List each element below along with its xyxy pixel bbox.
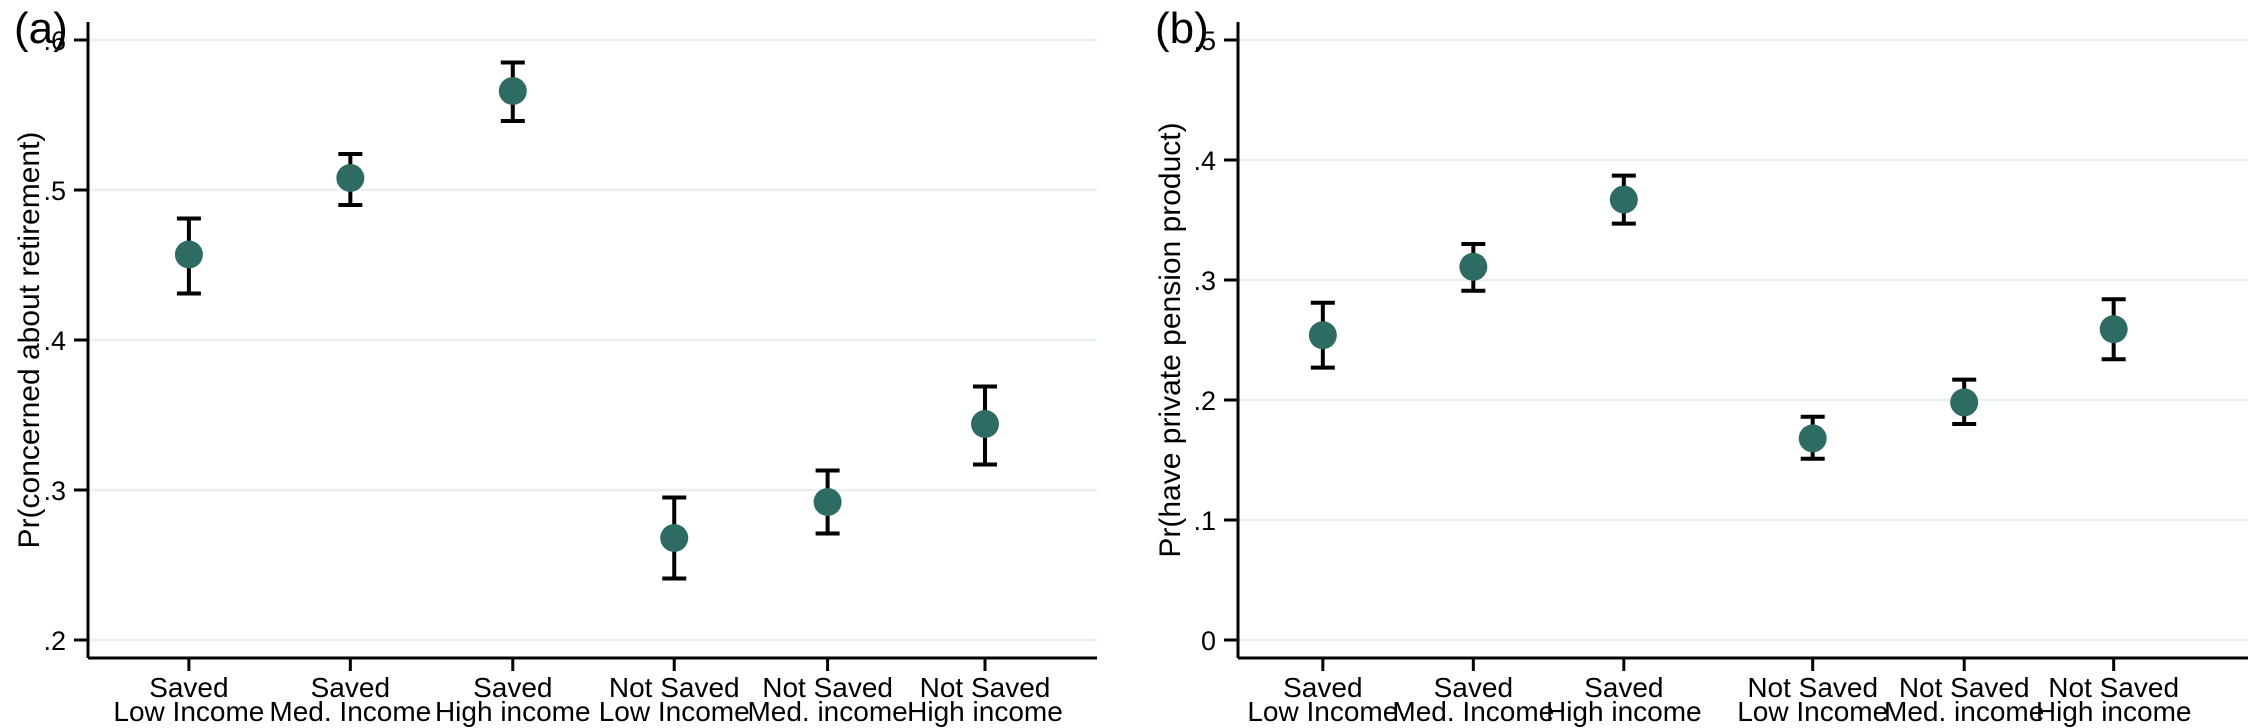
x-category-label-line2: Med. Income <box>1392 696 1554 727</box>
x-category-label-line1: Not Saved <box>609 672 740 703</box>
x-category-label-line2: Med. income <box>1884 696 2044 727</box>
x-category-label-line2: Low Income <box>113 696 264 727</box>
data-point-marker <box>1609 185 1638 214</box>
data-point-marker <box>1798 424 1827 453</box>
x-category-label-line2: High income <box>435 696 591 727</box>
y-axis-tick-label: .6 <box>43 26 66 56</box>
data-point-marker <box>336 164 365 192</box>
x-category-label-line1: Saved <box>311 672 390 703</box>
x-category-label-line2: High income <box>2036 696 2192 727</box>
panel-b: (b) Pr(have private pension product) 0.1… <box>1125 0 2250 728</box>
panel-a-label: (a) <box>14 4 68 53</box>
panel-b-label: (b) <box>1155 4 1209 53</box>
panel-a: (a) Pr(concerned about retirement) .2.3.… <box>13 4 1097 727</box>
data-point-marker <box>1950 388 1979 417</box>
y-axis-tick-label: .5 <box>43 176 66 206</box>
x-category-label-line1: Not Saved <box>1747 672 1878 703</box>
data-point-marker <box>1308 321 1337 350</box>
x-category-label-line2: Low Income <box>599 696 750 727</box>
x-category-label-line2: Low Income <box>1737 696 1888 727</box>
data-point-marker <box>1459 252 1488 281</box>
x-category-label-line1: Not Saved <box>2048 672 2179 703</box>
y-axis-tick-label: .1 <box>1193 506 1216 536</box>
x-category-label-line2: Med. Income <box>269 696 431 727</box>
x-category-label-line1: Not Saved <box>1899 672 2030 703</box>
y-axis-tick-label: .2 <box>43 626 66 656</box>
x-category-label-line1: Saved <box>149 672 228 703</box>
y-axis-tick-label: .3 <box>1193 266 1216 296</box>
x-category-label-line1: Not Saved <box>762 672 893 703</box>
y-axis-tick-label: .2 <box>1193 386 1216 416</box>
x-category-label-line2: Low Income <box>1247 696 1398 727</box>
data-point-marker <box>660 524 689 552</box>
y-axis-tick-label: 0 <box>1201 626 1216 656</box>
x-category-label-line1: Saved <box>473 672 552 703</box>
y-axis-tick-label: .3 <box>43 476 66 506</box>
data-point-marker <box>498 77 527 105</box>
x-category-label-line1: Saved <box>1584 672 1663 703</box>
data-point-marker <box>2099 315 2128 344</box>
data-point-marker <box>971 410 1000 438</box>
x-category-label-line2: High income <box>1546 696 1702 727</box>
x-category-label-line1: Saved <box>1283 672 1362 703</box>
data-point-marker <box>813 488 842 516</box>
x-category-label-line1: Not Saved <box>920 672 1051 703</box>
x-category-label-line1: Saved <box>1434 672 1513 703</box>
x-category-label-line2: High income <box>907 696 1063 727</box>
y-axis-tick-label: .4 <box>1193 146 1216 176</box>
y-axis-tick-label: .4 <box>43 326 66 356</box>
data-point-marker <box>174 240 203 269</box>
y-axis-tick-label: .5 <box>1193 26 1216 56</box>
x-category-label-line2: Med. income <box>747 696 907 727</box>
